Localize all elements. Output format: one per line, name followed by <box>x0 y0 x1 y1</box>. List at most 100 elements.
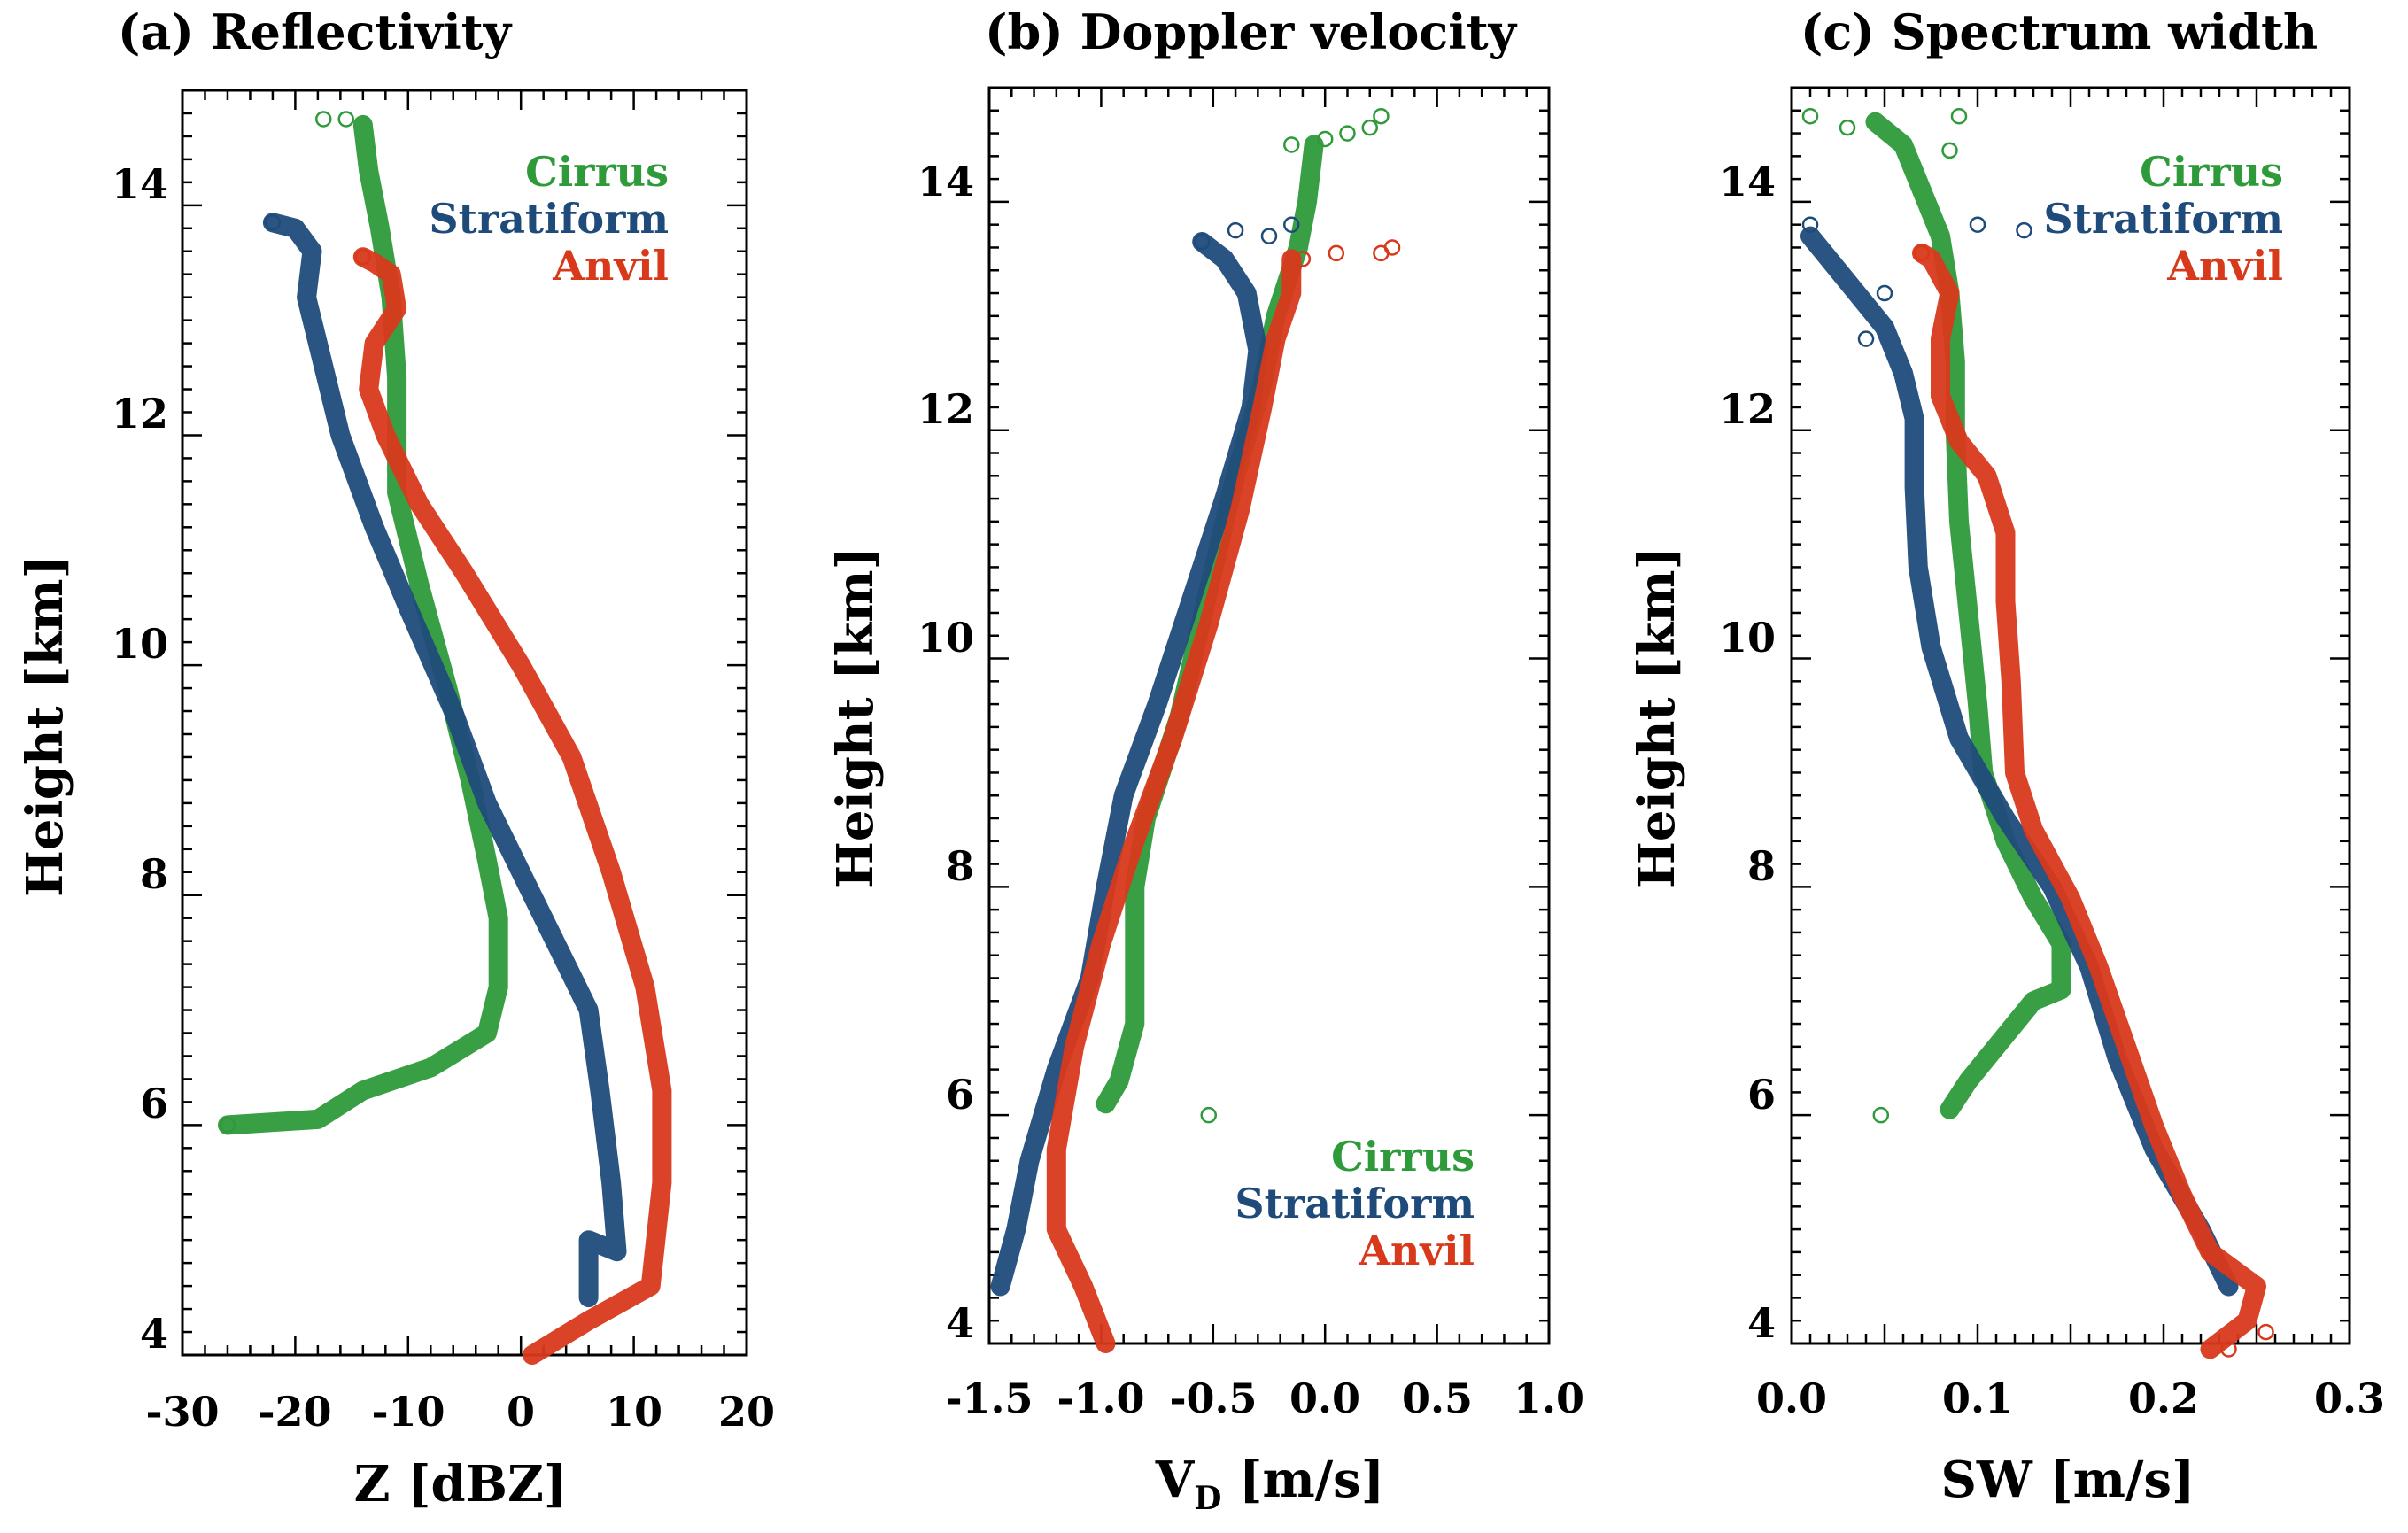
panel-b-xtick-1: -1.0 <box>1057 1374 1144 1422</box>
panel-a-xtick-0: -30 <box>145 1388 219 1436</box>
panel-b-xtick-4: 0.5 <box>1402 1374 1473 1422</box>
panel-a-ytick-4: 12 <box>112 390 168 437</box>
panel-c-point-anvil <box>2257 1323 2274 1341</box>
panel-a-point-anvil <box>354 248 372 266</box>
panel-c-point-anvil <box>2220 1341 2237 1358</box>
panel-a-point-cirrus <box>219 1117 236 1134</box>
panel-c-point-stratiform <box>1857 330 1875 347</box>
panel-b-series <box>990 107 1401 1353</box>
panel-b-xtick-0: -1.5 <box>945 1374 1033 1422</box>
panel-c-point-anvil <box>1913 244 1931 262</box>
panel-a-ytick-0: 4 <box>140 1310 168 1358</box>
panel-a-xtick-3: 0 <box>507 1388 535 1436</box>
panel-b-xlabel-sub: D <box>1194 1480 1221 1517</box>
panel-b-legend-cirrus: Cirrus <box>1331 1133 1475 1181</box>
panel-c-legend-anvil: Anvil <box>2166 242 2283 290</box>
panel-c-xlabel: SW [m/s] <box>1940 1451 2195 1509</box>
panel-b-point-cirrus <box>1373 107 1390 125</box>
panel-a-ticks <box>181 89 748 1357</box>
panel-c-ytick-5: 14 <box>1719 158 1776 205</box>
panel-a-xtick-1: -20 <box>258 1388 331 1436</box>
panel-c-point-stratiform <box>1969 216 1986 233</box>
panel-c-point-cirrus <box>1950 107 1968 125</box>
panel-c-series <box>1800 107 2274 1359</box>
panel-b-point-cirrus <box>1283 136 1300 153</box>
panel-c-point-cirrus <box>1839 119 1856 136</box>
panel-a-ytick-5: 14 <box>112 160 168 208</box>
panel-c-xtick-3: 0.3 <box>2314 1374 2385 1422</box>
panel-b-point-anvil <box>1383 239 1401 256</box>
panel-b-ytick-1: 6 <box>946 1071 974 1119</box>
panel-b-xlabel-unit: [m/s] <box>1221 1451 1384 1509</box>
panel-a-xtick-5: 20 <box>718 1388 775 1436</box>
panel-a-series-stratiform <box>262 213 627 1308</box>
panel-a-series-cirrus <box>218 114 508 1135</box>
panel-b-plot-frame <box>987 86 1551 1345</box>
panel-a-point-stratiform <box>264 214 282 231</box>
panel-a-ylabel: Height [km] <box>16 555 74 897</box>
panel-a-ytick-1: 6 <box>140 1080 168 1127</box>
panel-b-point-anvil <box>1328 244 1345 262</box>
panel-b-legend-stratiform: Stratiform <box>1235 1180 1475 1227</box>
panel-c-ytick-1: 6 <box>1747 1071 1776 1119</box>
panel-c-point-cirrus <box>1941 142 1958 159</box>
panel-b-point-cirrus <box>1339 125 1356 142</box>
panel-a-ytick-2: 8 <box>140 850 168 898</box>
panel-b-ytick-3: 10 <box>918 614 974 662</box>
panel-b-xtick-2: -0.5 <box>1169 1374 1257 1422</box>
panel-c-point-stratiform <box>1801 216 1819 233</box>
panel-a-legend-stratiform: Stratiform <box>429 195 669 243</box>
panel-a-xlabel: Z [dBZ] <box>354 1455 568 1514</box>
panel-a: (a) Reflectivity -30 -20 -10 0 10 20 4 6… <box>16 4 775 1514</box>
panel-a-series <box>218 111 672 1365</box>
panel-a-legend-cirrus: Cirrus <box>525 148 669 196</box>
panel-b-xlabel: VD [m/s] <box>1155 1451 1384 1517</box>
panel-b: (b) Doppler velocity -1.5 -1.0 -0.5 0.0 … <box>826 4 1584 1517</box>
panel-a-point-cirrus <box>337 111 354 128</box>
panel-b-xlabel-main: V <box>1155 1451 1196 1509</box>
panel-b-point-anvil <box>1294 251 1312 267</box>
panel-a-plot-frame <box>181 89 748 1357</box>
panel-c-ytick-3: 10 <box>1719 614 1776 662</box>
panel-c-legend-cirrus: Cirrus <box>2140 148 2283 196</box>
panel-c-ytick-0: 4 <box>1747 1299 1776 1347</box>
panel-c-ylabel: Height [km] <box>1628 546 1686 888</box>
panel-b-xtick-3: 0.0 <box>1289 1374 1360 1422</box>
panel-b-point-stratiform <box>1283 216 1300 233</box>
panel-b-series-anvil <box>1046 249 1302 1353</box>
panel-b-title: (b) Doppler velocity <box>985 4 1518 60</box>
panel-b-point-stratiform <box>1227 221 1244 239</box>
panel-b-xtick-5: 1.0 <box>1514 1374 1584 1422</box>
panel-b-ytick-0: 4 <box>946 1299 974 1347</box>
panel-b-point-cirrus <box>1200 1106 1217 1124</box>
panel-b-legend-anvil: Anvil <box>1358 1227 1475 1274</box>
panel-a-ytick-3: 10 <box>112 620 168 668</box>
panel-c-ytick-4: 12 <box>1719 385 1776 433</box>
panel-c-series-anvil <box>1912 243 2266 1359</box>
panel-b-point-stratiform <box>1260 228 1278 244</box>
panel-c-point-cirrus <box>1872 1106 1890 1124</box>
panel-b-point-stratiform <box>1193 233 1211 251</box>
panel-c-point-cirrus <box>1801 107 1819 125</box>
panel-c-title: (c) Spectrum width <box>1800 4 2318 60</box>
panel-b-point-cirrus <box>1316 130 1334 148</box>
panel-c-ticks <box>1790 86 2351 1345</box>
panel-c-point-stratiform <box>2016 221 2032 239</box>
panel-a-xtick-2: -10 <box>371 1388 445 1436</box>
panel-c-legend-stratiform: Stratiform <box>2043 195 2283 243</box>
panel-a-point-cirrus <box>315 111 332 128</box>
panel-c-xtick-0: 0.0 <box>1756 1374 1827 1422</box>
panel-b-series-stratiform <box>990 232 1268 1297</box>
panel-c-xtick-1: 0.1 <box>1942 1374 2013 1422</box>
panel-c-series-stratiform <box>1800 226 2239 1297</box>
panel-b-point-cirrus <box>1361 119 1379 136</box>
panel-a-xtick-4: 10 <box>606 1388 662 1436</box>
panel-b-ylabel: Height [km] <box>826 546 885 888</box>
panel-a-series-anvil <box>352 247 672 1365</box>
panel-b-ytick-4: 12 <box>918 385 974 433</box>
panel-b-ytick-2: 8 <box>946 842 974 890</box>
panel-a-legend-anvil: Anvil <box>552 242 669 290</box>
panel-b-ticks <box>987 86 1551 1345</box>
panel-c: (c) Spectrum width 0.0 0.1 0.2 0.3 4 6 8… <box>1628 4 2385 1509</box>
